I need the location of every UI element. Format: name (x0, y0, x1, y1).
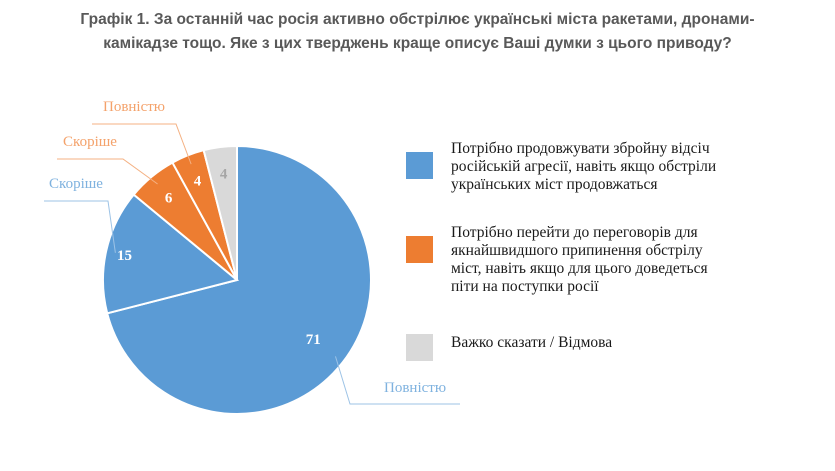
pie-value-label-2: 6 (165, 190, 173, 206)
legend-line: піти на поступки росії (451, 278, 599, 295)
legend-line: російській агресії, навіть якщо обстріли (451, 158, 717, 175)
pie-category-label-2: Скоріше (63, 134, 117, 150)
leader-line-1 (44, 200, 116, 253)
pie-value-label-0: 71 (306, 332, 321, 348)
pie-category-label-3: Повністю (103, 99, 165, 115)
pie-category-label-0: Повністю (384, 380, 446, 396)
legend-line: Потрібно продовжувати збройну відсіч (451, 140, 710, 157)
legend-item-2: Важко сказати / Відмова (406, 334, 612, 361)
pie-category-label-1: Скоріше (49, 176, 103, 192)
legend-item-1: Потрібно перейти до переговорів для якнай… (406, 224, 708, 296)
legend-swatch-2 (406, 334, 433, 361)
pie-slice-1 (102, 193, 240, 315)
legend-text-0: Потрібно продовжувати збройну відсіч росі… (451, 140, 716, 194)
legend-text-2: Важко сказати / Відмова (451, 334, 612, 352)
chart-title-line-2: камікадзе тощо. Яке з цих тверджень кращ… (103, 35, 732, 52)
leader-line-2 (57, 158, 158, 185)
legend-swatch-0 (406, 152, 433, 179)
legend-item-0: Потрібно продовжувати збройну відсіч росі… (406, 140, 716, 194)
chart-title: Графік 1. За останній час росія активно … (0, 8, 835, 56)
legend-line: якнайшвидшого припинення обстрілу (451, 242, 703, 259)
legend-line: міст, навіть якщо для цього доведеться (451, 260, 708, 277)
legend-text-1: Потрібно перейти до переговорів для якнай… (451, 224, 708, 296)
pie-slice-0 (105, 144, 372, 415)
legend-swatch-1 (406, 236, 433, 263)
leader-line-3 (92, 123, 192, 165)
pie-value-label-3: 4 (194, 173, 202, 189)
pie-value-label-4: 4 (220, 167, 228, 183)
leader-line-0 (334, 356, 460, 405)
chart-title-line-1: Графік 1. За останній час росія активно … (80, 11, 755, 28)
pie-slice-4 (202, 144, 238, 281)
legend-line: Важко сказати / Відмова (451, 334, 613, 351)
pie-value-label-1: 15 (117, 248, 132, 264)
legend-line: Потрібно перейти до переговорів для (451, 224, 698, 241)
legend-line: українських міст продовжаться (451, 176, 658, 193)
